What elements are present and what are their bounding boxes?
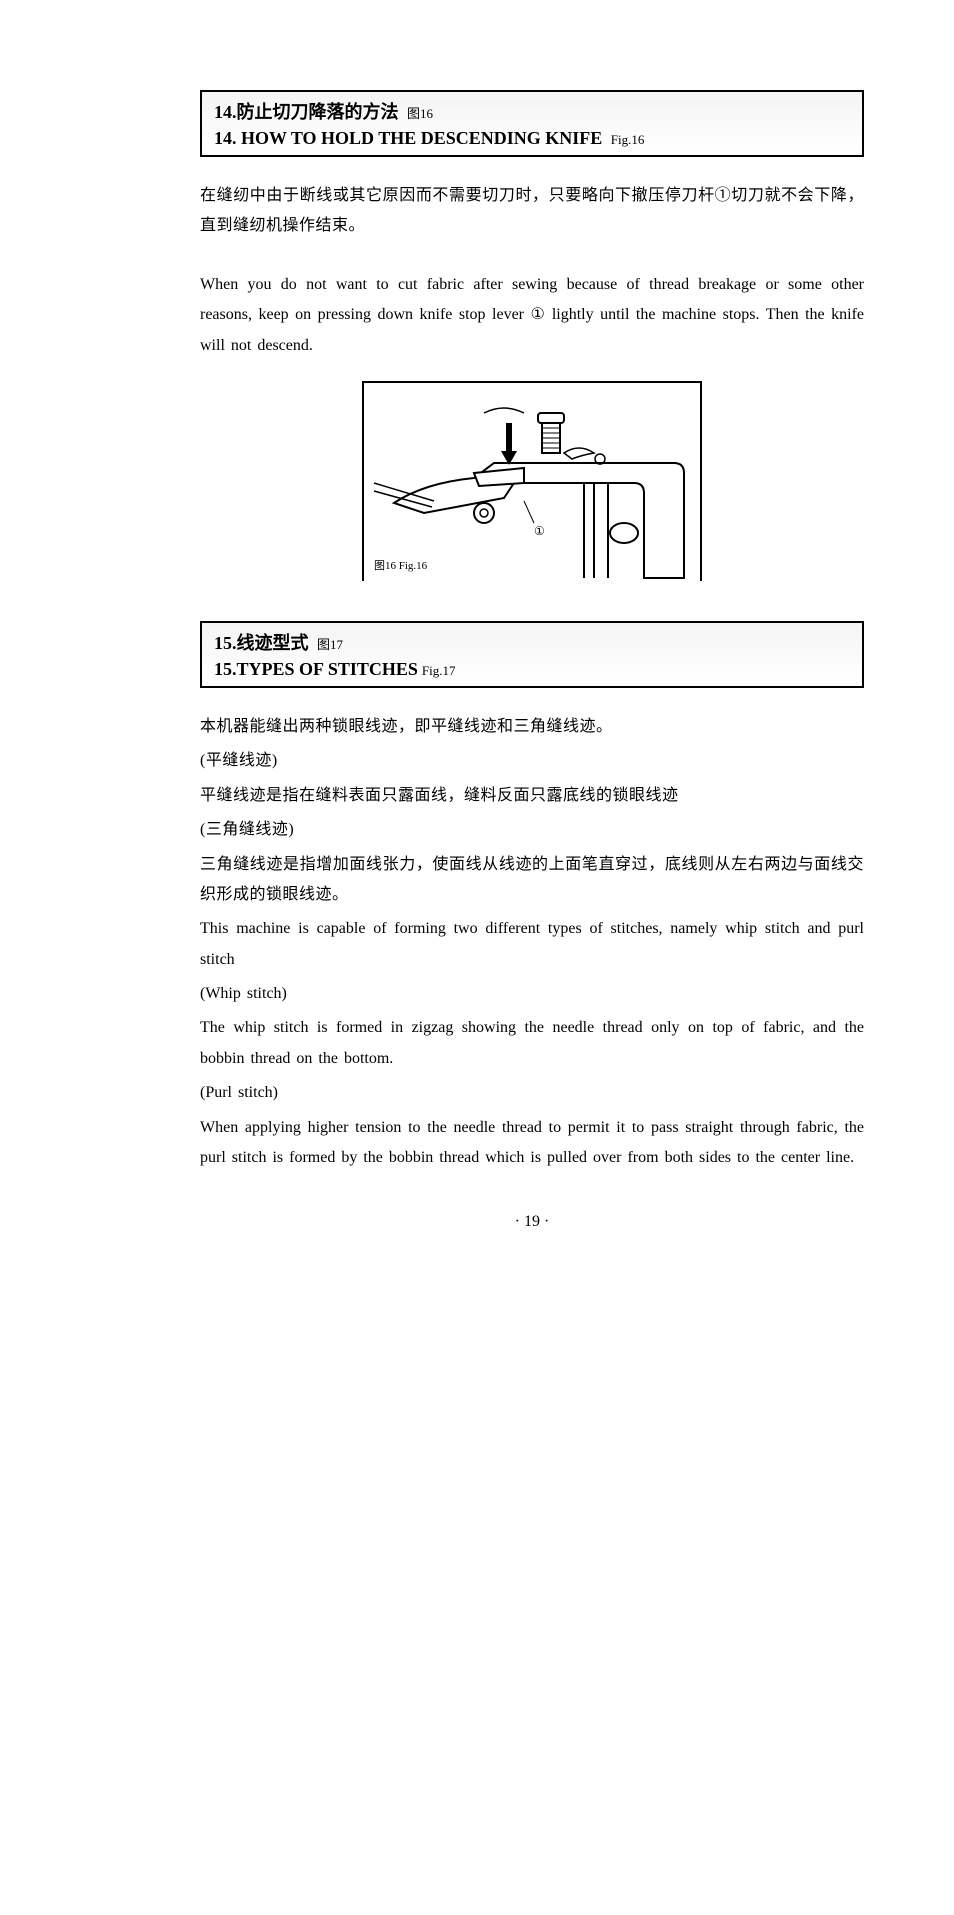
section-15-title-en-text: 15.TYPES OF STITCHES: [214, 659, 418, 679]
section-14-title-cn: 14.防止切刀降落的方法 图16: [214, 98, 850, 124]
section-15-en-p5: When applying higher tension to the need…: [200, 1113, 864, 1174]
section-14-fig-ref-en: Fig.16: [611, 132, 645, 147]
section-15-cn-p1: 本机器能缝出两种锁眼线迹，即平缝线迹和三角缝线迹。: [200, 712, 864, 742]
figure-16-caption: 图16 Fig.16: [374, 557, 427, 573]
section-14-fig-ref-cn: 图16: [407, 106, 433, 121]
page-number: · 19 ·: [200, 1213, 864, 1231]
section-15-en-p4: (Purl stitch): [200, 1078, 864, 1108]
section-15-title-en: 15.TYPES OF STITCHES Fig.17: [214, 659, 850, 680]
section-15-en-p2: (Whip stitch): [200, 979, 864, 1009]
section-15-cn-p3: 平缝线迹是指在缝料表面只露面线，缝料反面只露底线的锁眼线迹: [200, 781, 864, 811]
section-15-header: 15.线迹型式 图17 15.TYPES OF STITCHES Fig.17: [200, 621, 864, 688]
section-14-body-cn: 在缝纫中由于断线或其它原因而不需要切刀时，只要略向下撤压停刀杆①切刀就不会下降，…: [200, 181, 864, 242]
section-14-header: 14.防止切刀降落的方法 图16 14. HOW TO HOLD THE DES…: [200, 90, 864, 157]
section-14-title-en: 14. HOW TO HOLD THE DESCENDING KNIFE Fig…: [214, 128, 850, 149]
section-14-body-en: When you do not want to cut fabric after…: [200, 270, 864, 361]
figure-16-wrap: ① 图16 Fig.16: [200, 381, 864, 581]
section-14-title-en-text: 14. HOW TO HOLD THE DESCENDING KNIFE: [214, 128, 602, 148]
section-15-fig-ref-en: Fig.17: [422, 663, 456, 678]
section-15-title-cn-text: 15.线迹型式: [214, 633, 309, 653]
section-15-cn-p4: (三角缝线迹): [200, 815, 864, 845]
section-15-fig-ref-cn: 图17: [317, 637, 343, 652]
section-15-en-p1: This machine is capable of forming two d…: [200, 914, 864, 975]
section-14-title-cn-text: 14.防止切刀降落的方法: [214, 102, 399, 122]
figure-16-svg: ①: [364, 383, 704, 583]
section-15-en-p3: The whip stitch is formed in zigzag show…: [200, 1013, 864, 1074]
section-15-cn-p5: 三角缝线迹是指增加面线张力，使面线从线迹的上面笔直穿过，底线则从左右两边与面线交…: [200, 850, 864, 911]
section-15-cn-p2: (平缝线迹): [200, 746, 864, 776]
manual-page: 14.防止切刀降落的方法 图16 14. HOW TO HOLD THE DES…: [0, 0, 954, 1915]
section-15-title-cn: 15.线迹型式 图17: [214, 629, 850, 655]
figure-16: ① 图16 Fig.16: [362, 381, 702, 581]
figure-16-callout: ①: [534, 524, 545, 538]
